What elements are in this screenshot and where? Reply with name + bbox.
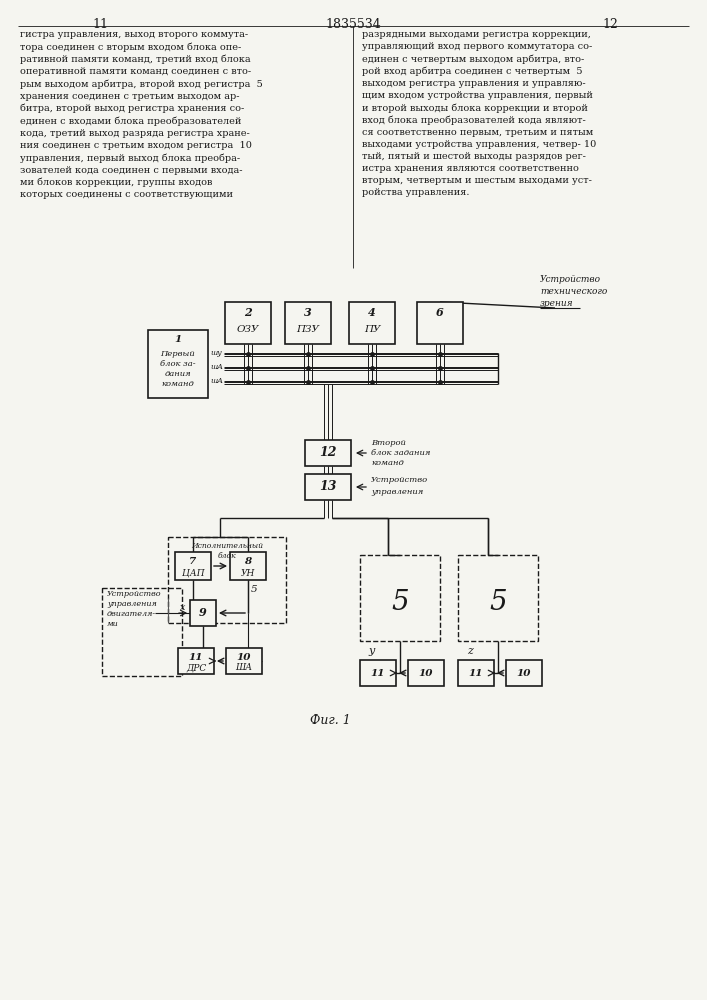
Text: 10: 10	[237, 652, 251, 662]
Text: 13: 13	[320, 481, 337, 493]
Text: управления: управления	[371, 488, 423, 496]
FancyBboxPatch shape	[230, 552, 266, 580]
Text: Устройство: Устройство	[107, 590, 162, 598]
Text: 10: 10	[419, 668, 433, 678]
FancyBboxPatch shape	[226, 648, 262, 674]
Text: 11: 11	[370, 668, 385, 678]
Text: 9: 9	[199, 607, 207, 618]
Text: 5: 5	[391, 589, 409, 616]
FancyBboxPatch shape	[458, 660, 494, 686]
Text: управления: управления	[107, 600, 157, 608]
Text: гистра управления, выход второго коммута-
тора соединен с вторым входом блока оп: гистра управления, выход второго коммута…	[20, 30, 263, 199]
Text: 3: 3	[304, 308, 312, 318]
Text: зрения: зрения	[540, 300, 573, 308]
Text: Устройство: Устройство	[371, 476, 428, 484]
FancyBboxPatch shape	[360, 660, 396, 686]
Text: ОЗУ: ОЗУ	[237, 326, 259, 334]
Text: шу: шу	[210, 349, 221, 357]
Text: 11: 11	[469, 668, 484, 678]
Text: разрядными выходами регистра коррекции,
управляющий вход первого коммутатора со-: разрядными выходами регистра коррекции, …	[362, 30, 596, 197]
FancyBboxPatch shape	[148, 330, 208, 398]
Text: 5: 5	[489, 589, 507, 616]
Text: у: у	[369, 646, 375, 656]
Text: Фиг. 1: Фиг. 1	[310, 714, 351, 726]
FancyBboxPatch shape	[417, 302, 463, 344]
Text: Устройство: Устройство	[540, 275, 601, 284]
FancyBboxPatch shape	[225, 302, 271, 344]
Text: 11: 11	[189, 652, 203, 662]
FancyBboxPatch shape	[506, 660, 542, 686]
Text: ПУ: ПУ	[363, 326, 380, 334]
Text: блок за-: блок за-	[160, 360, 196, 368]
Text: 1835534: 1835534	[325, 18, 381, 31]
Text: шА: шА	[210, 377, 223, 385]
Text: 12: 12	[320, 446, 337, 460]
Text: шА: шА	[210, 363, 223, 371]
Text: ми: ми	[107, 620, 119, 628]
Text: 11: 11	[92, 18, 108, 31]
Text: 7: 7	[189, 556, 197, 566]
Text: Первый: Первый	[160, 350, 195, 358]
Text: z: z	[467, 646, 473, 656]
Text: ЦАП: ЦАП	[182, 568, 204, 578]
FancyBboxPatch shape	[305, 440, 351, 466]
Text: команд: команд	[162, 380, 194, 388]
Text: блок: блок	[218, 552, 236, 560]
Text: Второй: Второй	[371, 439, 406, 447]
FancyBboxPatch shape	[190, 600, 216, 626]
FancyBboxPatch shape	[305, 474, 351, 500]
Text: Исполнительный: Исполнительный	[191, 542, 263, 550]
FancyBboxPatch shape	[178, 648, 214, 674]
Text: 2: 2	[244, 308, 252, 318]
Text: 12: 12	[602, 18, 618, 31]
Text: блок задания: блок задания	[371, 449, 431, 457]
Text: 5: 5	[251, 585, 257, 594]
Text: x: x	[180, 602, 186, 611]
Text: 6: 6	[436, 308, 444, 318]
Text: команд: команд	[371, 459, 404, 467]
Text: 4: 4	[368, 308, 376, 318]
Text: ПЗУ: ПЗУ	[296, 326, 320, 334]
Text: УН: УН	[241, 568, 255, 578]
FancyBboxPatch shape	[408, 660, 444, 686]
Text: ДРС: ДРС	[186, 664, 206, 672]
FancyBboxPatch shape	[175, 552, 211, 580]
Text: 10: 10	[517, 668, 531, 678]
FancyBboxPatch shape	[349, 302, 395, 344]
Text: дания: дания	[165, 370, 192, 378]
Text: двигателя-: двигателя-	[107, 610, 156, 618]
Text: ША: ША	[235, 664, 252, 672]
Text: 8: 8	[245, 556, 252, 566]
FancyBboxPatch shape	[285, 302, 331, 344]
Text: 1: 1	[175, 336, 182, 344]
Text: технического: технического	[540, 288, 607, 296]
